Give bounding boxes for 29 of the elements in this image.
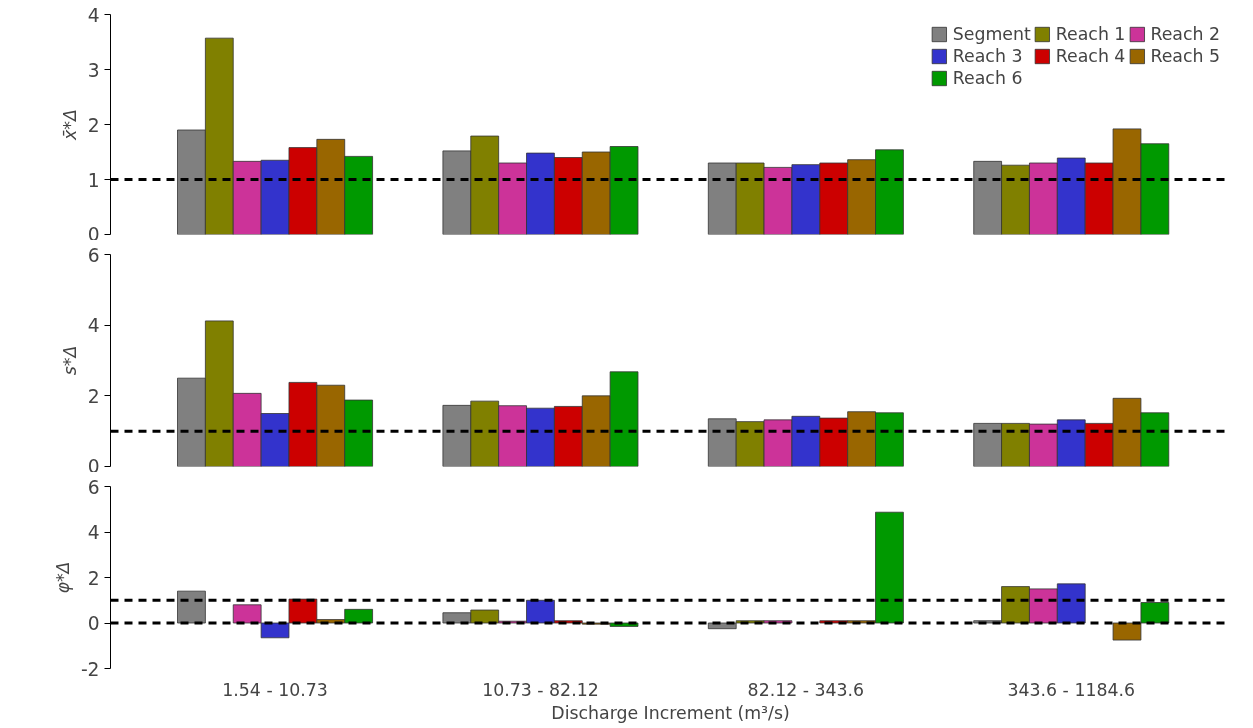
legend-label: Segment [952, 24, 1031, 44]
y-tick-label: 4 [87, 4, 100, 26]
y-axis-title: x̄*Δ [59, 109, 80, 141]
y-tick-label: 6 [87, 476, 100, 498]
x-tick-label: 82.12 - 343.6 [747, 679, 865, 700]
legend-label: Reach 1 [1055, 24, 1126, 44]
y-tick-label: 3 [87, 59, 100, 81]
legend-label: Reach 6 [952, 68, 1023, 88]
y-tick-label: 0 [87, 613, 100, 634]
y-axis-title: s*Δ [59, 345, 80, 376]
x-tick-label: 10.73 - 82.12 [482, 679, 599, 700]
y-tick-label: 1 [87, 169, 100, 191]
y-tick-label: 6 [87, 244, 100, 266]
y-tick-label: 0 [87, 455, 100, 477]
y-tick-label: 2 [87, 567, 100, 589]
x-tick-label: 1.54 - 10.73 [222, 679, 328, 700]
x-axis-title: Discharge Increment (m³/s) [551, 702, 790, 723]
x-tick-label: 343.6 - 1184.6 [1007, 679, 1136, 700]
y-tick-label: 0 [87, 223, 100, 245]
legend-label: Reach 3 [952, 46, 1023, 66]
y-axis-title: φ*Δ [52, 561, 73, 594]
y-tick-label: 4 [87, 315, 100, 337]
y-tick-label: 4 [87, 522, 100, 543]
y-tick-label: 2 [87, 114, 100, 136]
legend-label: Reach 5 [1150, 46, 1220, 66]
legend-label: Reach 2 [1150, 24, 1220, 44]
legend-label: Reach 4 [1055, 46, 1126, 66]
y-tick-label: 2 [87, 385, 100, 407]
y-tick-label: -2 [80, 658, 100, 680]
